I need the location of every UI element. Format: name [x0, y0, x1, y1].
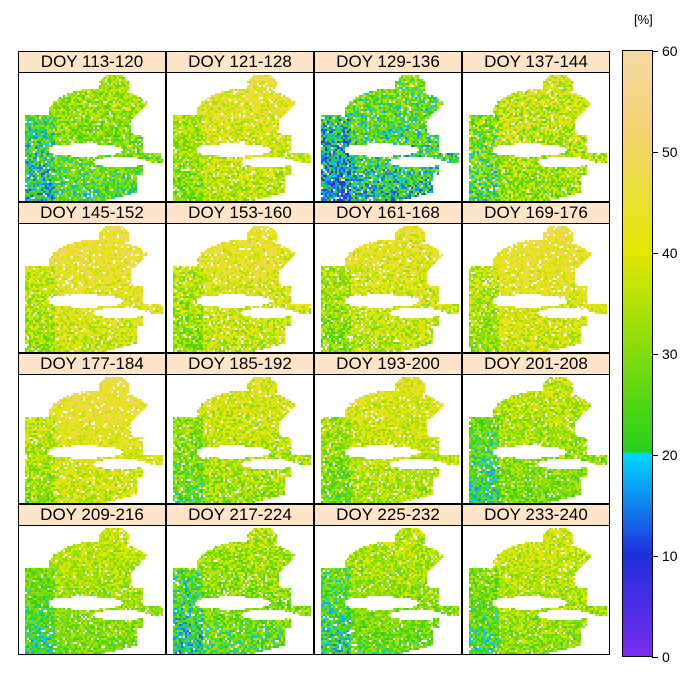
colorbar-tick-label: 60	[662, 43, 678, 59]
percentage-raster-map	[167, 375, 313, 503]
map-panel: DOY 201-208	[462, 353, 610, 504]
colorbar-tick-label: 10	[662, 548, 678, 564]
map-panel: DOY 121-128	[166, 51, 314, 202]
percentage-raster-map	[19, 526, 165, 654]
map-panel: DOY 137-144	[462, 51, 610, 202]
colorbar-tick	[652, 152, 658, 153]
percentage-raster-map	[19, 375, 165, 503]
map-panel: DOY 209-216	[18, 504, 166, 655]
percentage-raster-map	[167, 224, 313, 352]
panel-strip-label: DOY 129-136	[315, 52, 461, 73]
colorbar-tick	[652, 556, 658, 557]
colorbar-tick-label: 40	[662, 245, 678, 261]
map-panel: DOY 185-192	[166, 353, 314, 504]
map-panel: DOY 225-232	[314, 504, 462, 655]
panel-strip-label: DOY 201-208	[463, 354, 609, 375]
map-panel: DOY 169-176	[462, 202, 610, 353]
panel-strip-label: DOY 185-192	[167, 354, 313, 375]
colorbar-unit-label: [%]	[634, 12, 653, 27]
map-panel: DOY 129-136	[314, 51, 462, 202]
panel-strip-label: DOY 225-232	[315, 505, 461, 526]
panel-strip-label: DOY 177-184	[19, 354, 165, 375]
panel-strip-label: DOY 153-160	[167, 203, 313, 224]
map-panel: DOY 193-200	[314, 353, 462, 504]
map-panel: DOY 217-224	[166, 504, 314, 655]
percentage-raster-map	[463, 224, 609, 352]
panel-strip-label: DOY 233-240	[463, 505, 609, 526]
panel-strip-label: DOY 161-168	[315, 203, 461, 224]
map-panel: DOY 145-152	[18, 202, 166, 353]
percentage-raster-map	[19, 73, 165, 201]
map-panel: DOY 113-120	[18, 51, 166, 202]
panel-strip-label: DOY 217-224	[167, 505, 313, 526]
percentage-raster-map	[315, 73, 461, 201]
percentage-raster-map	[315, 526, 461, 654]
map-panel: DOY 177-184	[18, 353, 166, 504]
percentage-raster-map	[315, 375, 461, 503]
colorbar	[622, 50, 653, 657]
colorbar-tick	[652, 657, 658, 658]
colorbar-tick-label: 30	[662, 346, 678, 362]
panel-strip-label: DOY 137-144	[463, 52, 609, 73]
percentage-raster-map	[463, 73, 609, 201]
percentage-raster-map	[463, 375, 609, 503]
percentage-raster-map	[315, 224, 461, 352]
percentage-raster-map	[167, 526, 313, 654]
colorbar-tick	[652, 354, 658, 355]
panel-strip-label: DOY 145-152	[19, 203, 165, 224]
panel-strip-label: DOY 121-128	[167, 52, 313, 73]
panel-strip-label: DOY 209-216	[19, 505, 165, 526]
colorbar-tick	[652, 455, 658, 456]
map-panel: DOY 153-160	[166, 202, 314, 353]
percentage-raster-map	[167, 73, 313, 201]
map-panel: DOY 233-240	[462, 504, 610, 655]
percentage-raster-map	[463, 526, 609, 654]
percentage-raster-map	[19, 224, 165, 352]
panel-strip-label: DOY 113-120	[19, 52, 165, 73]
colorbar-tick	[652, 51, 658, 52]
panel-strip-label: DOY 169-176	[463, 203, 609, 224]
colorbar-tick-label: 50	[662, 144, 678, 160]
colorbar-tick-label: 0	[662, 649, 670, 665]
colorbar-tick-label: 20	[662, 447, 678, 463]
colorbar-tick	[652, 253, 658, 254]
panel-strip-label: DOY 193-200	[315, 354, 461, 375]
map-panel: DOY 161-168	[314, 202, 462, 353]
